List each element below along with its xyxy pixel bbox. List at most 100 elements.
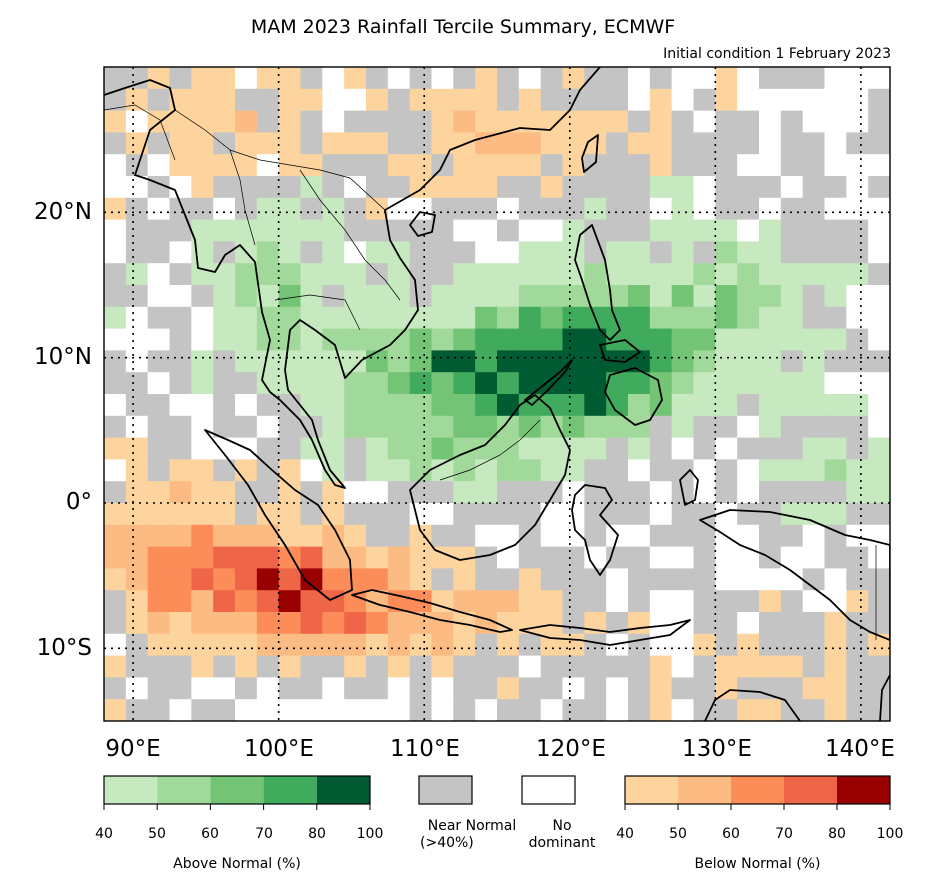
- grid-cell: [278, 328, 302, 351]
- grid-cell: [737, 655, 760, 678]
- coastline-new-guinea: [699, 509, 890, 641]
- grid-cell: [802, 219, 826, 242]
- grid-cell: [387, 306, 411, 330]
- lon-tick-label: 110°E: [390, 736, 460, 762]
- grid-cell: [518, 481, 542, 504]
- grid-cell: [628, 263, 651, 286]
- grid-cell: [518, 263, 542, 286]
- grid-cell: [584, 437, 607, 460]
- grid-cell: [278, 132, 302, 155]
- grid-cell: [802, 350, 826, 373]
- grid-cell: [715, 197, 738, 221]
- grid-cell: [606, 437, 629, 460]
- grid-cell: [715, 481, 738, 504]
- grid-cell: [213, 197, 236, 221]
- grid-cell: [125, 263, 149, 286]
- grid-cell: [431, 241, 454, 264]
- grid-cell: [431, 590, 454, 613]
- grid-cell: [628, 546, 651, 569]
- grid-cell: [540, 568, 564, 591]
- grid-cell: [715, 459, 738, 482]
- grid-cell: [300, 197, 323, 221]
- grid-cell: [366, 394, 389, 417]
- grid-cell: [497, 546, 520, 569]
- grid-cell: [540, 132, 564, 155]
- grid-cell: [366, 546, 389, 569]
- grid-cell: [300, 633, 323, 657]
- grid-cell: [584, 590, 607, 613]
- grid-cell: [671, 263, 695, 286]
- grid-cell: [366, 219, 389, 242]
- grid-cell: [518, 88, 542, 112]
- grid-cell: [213, 372, 236, 395]
- grid-cell: [518, 459, 542, 482]
- grid-cell: [671, 677, 695, 700]
- grid-cell: [737, 132, 760, 155]
- grid-cell: [628, 154, 651, 177]
- grid-cell: [387, 503, 411, 526]
- grid-cell: [562, 699, 585, 721]
- grid-cell: [104, 503, 127, 526]
- grid-cell: [431, 350, 454, 373]
- grid-cell: [737, 350, 760, 373]
- grid-cell: [693, 546, 716, 569]
- grid-cell: [213, 415, 236, 439]
- grid-cell: [824, 350, 847, 373]
- grid-cell: [649, 590, 673, 613]
- grid-cell: [824, 110, 847, 133]
- grid-cell: [628, 394, 651, 417]
- grid-cell: [649, 197, 673, 221]
- border-laos-vietnam: [299, 169, 401, 301]
- grid-cell: [497, 568, 520, 591]
- grid-cell: [846, 372, 869, 395]
- coastline-luzon: [574, 224, 621, 341]
- grid-cell: [649, 459, 673, 482]
- grid-cell: [715, 176, 738, 199]
- below-tick-label: 50: [669, 826, 687, 842]
- grid-cell: [322, 524, 345, 548]
- grid-cell: [387, 699, 411, 721]
- grid-cell: [518, 67, 542, 90]
- grid-cell: [147, 328, 171, 351]
- grid-cell: [628, 176, 651, 199]
- grid-cell: [387, 328, 411, 351]
- grid-cell: [606, 677, 629, 700]
- grid-cell: [387, 590, 411, 613]
- grid-cell: [344, 241, 367, 264]
- grid-cell: [104, 350, 127, 373]
- grid-cell: [147, 590, 171, 613]
- grid-cell: [387, 241, 411, 264]
- grid-cell: [256, 241, 280, 264]
- grid-cell: [540, 503, 564, 526]
- above-normal-caption: Above Normal (%): [173, 856, 301, 872]
- grid-cell: [868, 328, 890, 351]
- coastline-visayas: [599, 339, 641, 363]
- grid-cell: [475, 546, 498, 569]
- grid-cell: [104, 655, 127, 678]
- grid-cell: [562, 372, 585, 395]
- grid-cell: [497, 633, 520, 657]
- grid-cell: [278, 285, 302, 308]
- grid-cell: [453, 197, 476, 221]
- grid-cell: [322, 110, 345, 133]
- grid-cell: [715, 503, 738, 526]
- grid-cell: [409, 132, 433, 155]
- grid-cell: [147, 350, 171, 373]
- grid-cell: [671, 154, 695, 177]
- grid-cell: [824, 285, 847, 308]
- grid-cell: [409, 67, 433, 90]
- grid-cell: [322, 241, 345, 264]
- grid-cell: [518, 677, 542, 700]
- grid-cell: [715, 568, 738, 591]
- grid-cell: [737, 546, 760, 569]
- grid-cell: [715, 110, 738, 133]
- grid-cell: [715, 154, 738, 177]
- grid-cell: [584, 241, 607, 264]
- grid-cell: [322, 590, 345, 613]
- map-subtitle: Initial condition 1 February 2023: [663, 46, 891, 62]
- grid-cell: [693, 372, 716, 395]
- grid-cell: [366, 197, 389, 221]
- grid-cell: [693, 241, 716, 264]
- grid-cell: [366, 88, 389, 112]
- grid-cell: [802, 655, 826, 678]
